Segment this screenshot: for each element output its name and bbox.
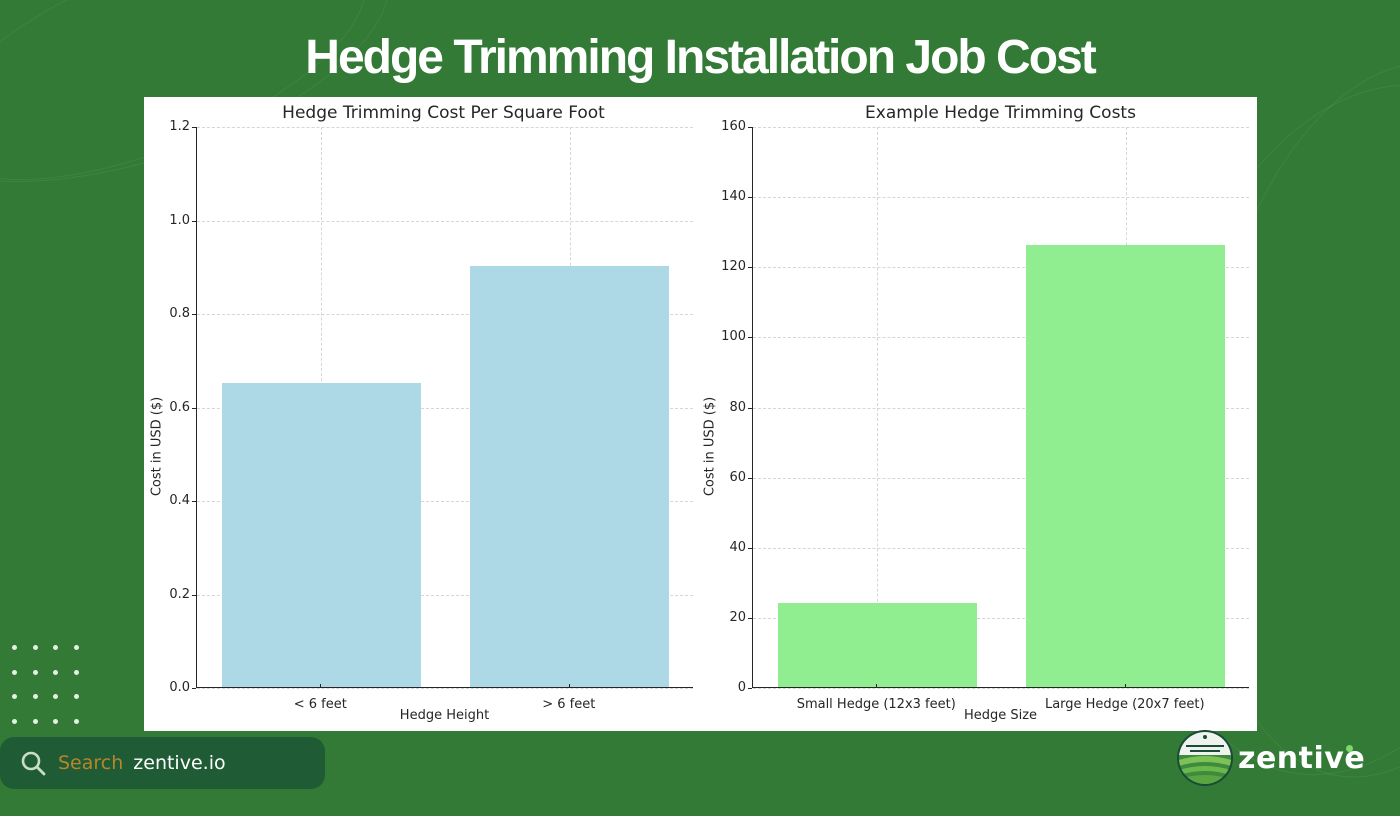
y-tick-label: 60: [729, 469, 746, 485]
y-tick-label: 80: [729, 399, 746, 415]
logo-text: zentive: [1238, 741, 1365, 776]
y-tick-label: 120: [721, 259, 746, 275]
logo-emblem-icon: [1177, 730, 1233, 786]
y-tick-label: 0.8: [169, 306, 190, 321]
y-tick-label: 140: [721, 189, 746, 205]
search-bar[interactable]: Search zentive.io: [0, 737, 325, 789]
gridline-horizontal: [753, 127, 1249, 128]
gridline-horizontal: [197, 314, 693, 315]
y-tick-label: 100: [721, 329, 746, 345]
decorative-dot: [12, 669, 17, 675]
gridline-horizontal: [753, 547, 1249, 549]
x-tick-label: Small Hedge (12x3 feet): [796, 697, 956, 712]
y-tick-mark: [192, 594, 196, 596]
y-tick-label: 20: [729, 609, 746, 625]
y-tick-label: 0.0: [169, 680, 190, 695]
bar: [1026, 245, 1226, 687]
left-chart-title: Hedge Trimming Cost Per Square Foot: [282, 103, 605, 123]
y-tick-mark: [192, 407, 196, 409]
decorative-dot: [12, 718, 17, 724]
right-chart-plot-area: [752, 127, 1249, 689]
decorative-dot: [74, 718, 80, 724]
x-tick-mark: [876, 684, 878, 688]
decorative-dot: [32, 694, 38, 699]
y-tick-label: 160: [721, 119, 746, 134]
left-chart-plot-area: [196, 127, 693, 689]
gridline-horizontal: [753, 617, 1249, 619]
y-tick-mark: [192, 688, 196, 689]
gridline-vertical: [877, 127, 879, 687]
gridline-horizontal: [753, 267, 1249, 269]
decorative-dot: [12, 645, 17, 650]
decorative-dot: [32, 718, 38, 724]
search-icon: [21, 751, 46, 776]
y-tick-mark: [192, 127, 196, 128]
y-tick-mark: [748, 477, 752, 479]
decorative-dot: [53, 645, 59, 650]
gridline-horizontal: [753, 337, 1249, 339]
y-tick-mark: [748, 337, 752, 339]
search-label: Search: [58, 752, 124, 774]
y-tick-mark: [748, 197, 752, 199]
bar: [777, 602, 977, 687]
right-chart-x-axis-label: Hedge Size: [963, 708, 1038, 723]
y-tick-mark: [748, 127, 752, 128]
bar: [221, 383, 421, 687]
y-tick-label: 0.2: [169, 586, 190, 602]
gridline-horizontal: [197, 220, 693, 222]
left-chart-x-axis-label: Hedge Height: [399, 708, 490, 723]
y-tick-label: 1.2: [169, 119, 190, 134]
decorative-dot: [32, 669, 38, 675]
decorative-dot: [74, 645, 80, 650]
gridline-horizontal: [197, 127, 693, 128]
gridline-horizontal: [197, 501, 693, 502]
logo-accent-dot: [1346, 744, 1353, 752]
y-tick-mark: [748, 547, 752, 549]
y-tick-label: 0.4: [169, 493, 190, 508]
y-tick-label: 0: [737, 680, 746, 695]
bar: [470, 266, 670, 687]
zentive-logo[interactable]: zentive: [1176, 729, 1365, 787]
x-tick-label: < 6 feet: [293, 697, 347, 712]
page-title: Hedge Trimming Installation Job Cost: [305, 31, 1096, 84]
y-tick-mark: [748, 267, 752, 269]
gridline-horizontal: [197, 594, 693, 596]
decorative-dot: [53, 718, 59, 724]
y-tick-label: 40: [729, 539, 746, 555]
decorative-dot: [74, 694, 80, 699]
x-tick-label: Large Hedge (20x7 feet): [1044, 697, 1205, 712]
y-tick-label: 1.0: [169, 212, 190, 228]
y-tick-mark: [192, 314, 196, 315]
right-chart-title: Example Hedge Trimming Costs: [865, 103, 1136, 123]
decorative-dot-grid: [12, 645, 92, 735]
search-site-text: zentive.io: [133, 752, 226, 774]
y-tick-mark: [748, 407, 752, 409]
decorative-dot: [32, 645, 38, 650]
y-tick-mark: [192, 220, 196, 222]
gridline-horizontal: [753, 197, 1249, 199]
y-tick-mark: [748, 617, 752, 619]
charts-panel: Hedge Trimming Cost Per Square Foot Cost…: [144, 97, 1257, 731]
decorative-dot: [53, 669, 59, 675]
x-tick-mark: [1124, 684, 1126, 688]
x-tick-mark: [320, 684, 322, 688]
decorative-dot: [74, 669, 80, 675]
gridline-horizontal: [753, 407, 1249, 409]
gridline-horizontal: [197, 407, 693, 409]
logo-wordmark: zentive: [1238, 740, 1366, 776]
y-tick-mark: [748, 688, 752, 689]
decorative-dot: [12, 694, 17, 699]
y-tick-mark: [192, 501, 196, 502]
x-tick-mark: [568, 684, 570, 688]
x-tick-label: > 6 feet: [542, 697, 596, 712]
y-tick-label: 0.6: [169, 399, 190, 415]
gridline-horizontal: [197, 688, 693, 689]
decorative-dot: [53, 694, 59, 699]
gridline-horizontal: [753, 688, 1249, 689]
gridline-horizontal: [753, 477, 1249, 479]
